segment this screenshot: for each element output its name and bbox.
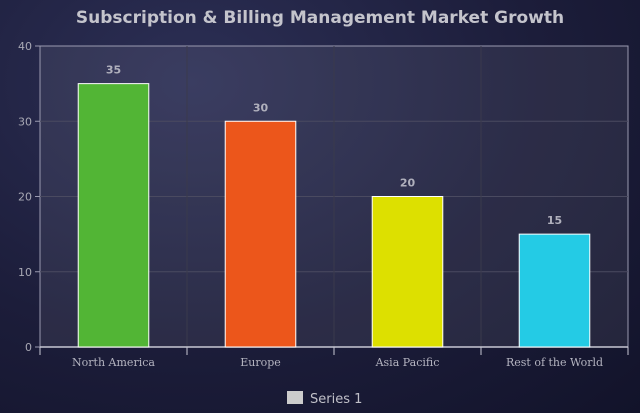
y-tick-label: 10: [18, 266, 32, 279]
bar-europe[interactable]: [224, 120, 297, 348]
legend[interactable]: Series 1: [287, 391, 362, 407]
y-axis: 0 10 20 30 40: [18, 40, 40, 354]
x-tick-label: North America: [72, 356, 155, 369]
data-labels: 35 30 20 15: [106, 64, 562, 228]
y-tick-label: 20: [18, 191, 32, 204]
legend-label-series-1[interactable]: Series 1: [310, 392, 362, 407]
legend-swatch-series-1[interactable]: [287, 391, 303, 404]
y-tick-label: 30: [18, 115, 32, 128]
x-tick-label: Rest of the World: [506, 356, 603, 369]
y-tick-label: 0: [25, 341, 32, 354]
x-axis: North America Europe Asia Pacific Rest of t…: [39, 346, 629, 369]
bar-asia-pacific[interactable]: [371, 196, 444, 348]
bar-north-america[interactable]: [77, 83, 150, 348]
x-tick-label: Asia Pacific: [375, 356, 440, 369]
y-tick-label: 40: [18, 40, 32, 53]
data-label: 20: [400, 177, 416, 190]
chart-title: Subscription & Billing Management Market…: [76, 8, 564, 28]
data-label: 30: [253, 101, 269, 114]
bar-rest-of-the-world[interactable]: [518, 233, 591, 348]
bars: [77, 83, 591, 348]
x-tick-label: Europe: [240, 356, 281, 369]
data-label: 15: [547, 214, 562, 227]
data-label: 35: [106, 64, 121, 77]
